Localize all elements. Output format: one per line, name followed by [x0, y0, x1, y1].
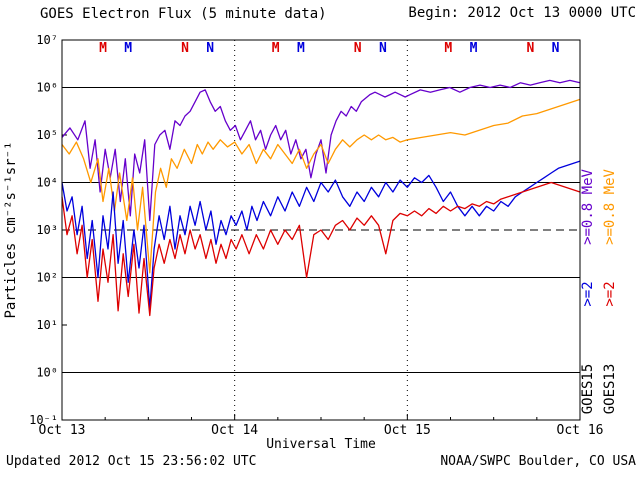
noon-marker: N — [552, 41, 560, 56]
source-label: NOAA/SWPC Boulder, CO USA — [440, 454, 636, 469]
y-tick-label: 10⁵ — [36, 128, 58, 142]
legend-goes15-e08-label: >=0.8 MeV — [580, 169, 596, 245]
midnight-marker: M — [99, 41, 107, 56]
x-tick-label: Oct 15 — [384, 423, 431, 438]
midnight-marker: M — [272, 41, 280, 56]
legend-goes13-e2-label: >=2 — [602, 281, 618, 306]
plot-border — [61, 39, 581, 421]
y-tick-label: 10⁻¹ — [29, 413, 58, 427]
y-tick-label: 10⁷ — [36, 33, 58, 47]
series-line-goes15_e08 — [61, 79, 581, 222]
series-line-goes13_e08 — [61, 98, 581, 274]
y-tick-label: 10¹ — [36, 318, 58, 332]
legend-goes15-sat-label: GOES15 — [580, 364, 596, 415]
y-tick-label: 10² — [36, 271, 58, 285]
midnight-marker: M — [470, 41, 478, 56]
noon-marker: N — [354, 41, 362, 56]
y-tick-label: 10⁰ — [36, 366, 58, 380]
midnight-marker: M — [444, 41, 452, 56]
noon-marker: N — [181, 41, 189, 56]
noon-marker: N — [526, 41, 534, 56]
x-tick-label: Oct 16 — [557, 423, 604, 438]
midnight-marker: M — [297, 41, 305, 56]
x-tick-label: Oct 14 — [211, 423, 258, 438]
series-line-goes15_e2 — [61, 160, 581, 310]
legend-goes13-e08-label: >=0.8 MeV — [602, 169, 618, 245]
x-tick-label: Oct 13 — [39, 423, 86, 438]
x-axis-title: Universal Time — [266, 437, 376, 452]
y-tick-label: 10⁴ — [36, 176, 58, 190]
legend-goes13-sat-label: GOES13 — [602, 364, 618, 415]
updated-label: Updated 2012 Oct 15 23:56:02 UTC — [6, 454, 256, 469]
noon-marker: N — [206, 41, 214, 56]
noon-marker: N — [379, 41, 387, 56]
y-tick-label: 10⁶ — [36, 81, 58, 95]
midnight-marker: M — [124, 41, 132, 56]
y-axis-title: Particles cm⁻²s⁻¹sr⁻¹ — [3, 141, 19, 318]
begin-label: Begin: 2012 Oct 13 0000 UTC — [408, 5, 636, 21]
legend-goes15-e2-label: >=2 — [580, 281, 596, 306]
chart-title: GOES Electron Flux (5 minute data) — [40, 6, 327, 22]
series-line-goes13_e2 — [61, 181, 581, 317]
y-tick-label: 10³ — [36, 223, 58, 237]
